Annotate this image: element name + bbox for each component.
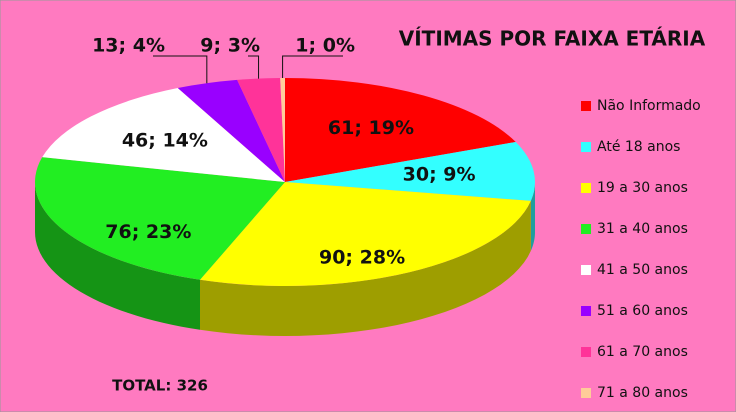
data-label: 61; 19% bbox=[328, 117, 414, 139]
slice bbox=[42, 88, 285, 182]
leader-line bbox=[248, 55, 260, 79]
slice bbox=[199, 182, 531, 286]
chart-title: VÍTIMAS POR FAIXA ETÁRIA bbox=[399, 27, 706, 51]
slice-side bbox=[530, 182, 535, 251]
legend-swatch bbox=[581, 306, 591, 316]
data-label: 13; 4% bbox=[92, 35, 165, 57]
legend-swatch bbox=[581, 347, 591, 357]
total-annotation: TOTAL: 326 bbox=[112, 377, 208, 395]
legend-swatch bbox=[581, 142, 591, 152]
legend-label: 71 a 80 anos bbox=[597, 385, 688, 401]
legend-swatch bbox=[581, 101, 591, 111]
legend-label: 31 a 40 anos bbox=[597, 221, 688, 237]
slice-side bbox=[199, 200, 531, 336]
data-label: 9; 3% bbox=[200, 35, 260, 57]
slice-side bbox=[35, 182, 200, 330]
legend-label: 41 a 50 anos bbox=[597, 262, 688, 278]
legend-label: Até 18 anos bbox=[597, 139, 680, 155]
legend-label: 19 a 30 anos bbox=[597, 180, 688, 196]
leader-line bbox=[282, 55, 343, 79]
slice bbox=[285, 78, 516, 182]
data-label: 90; 28% bbox=[319, 246, 405, 268]
legend-swatch bbox=[581, 388, 591, 398]
leader-line bbox=[153, 55, 208, 84]
data-label: 30; 9% bbox=[403, 164, 476, 186]
slice bbox=[177, 79, 285, 182]
legend-label: 51 a 60 anos bbox=[597, 303, 688, 319]
data-label: 1; 0% bbox=[295, 35, 355, 57]
data-label: 46; 14% bbox=[122, 130, 208, 152]
legend-label: 61 a 70 anos bbox=[597, 344, 688, 360]
legend-label: Não Informado bbox=[597, 98, 701, 114]
slice bbox=[237, 78, 285, 182]
legend-swatch bbox=[581, 224, 591, 234]
legend-swatch bbox=[581, 265, 591, 275]
data-label: 76; 23% bbox=[105, 221, 191, 243]
legend-swatch bbox=[581, 183, 591, 193]
slice bbox=[280, 78, 285, 182]
slice bbox=[34, 157, 285, 280]
slice bbox=[285, 141, 535, 201]
